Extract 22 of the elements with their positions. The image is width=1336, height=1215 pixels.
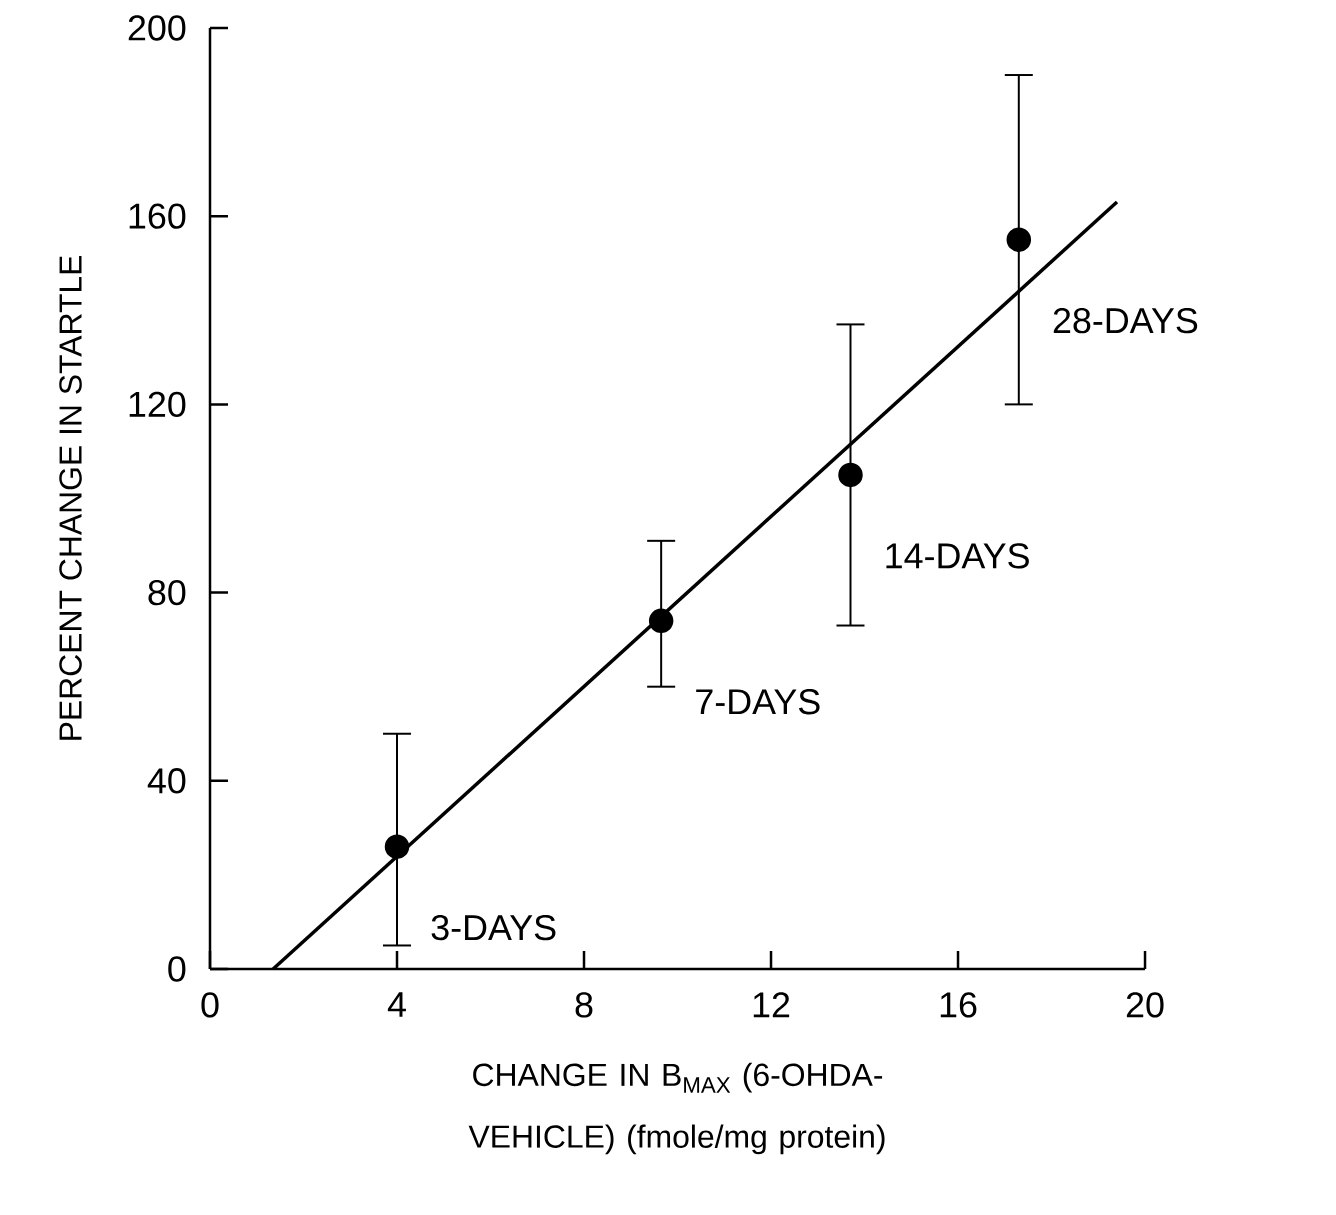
y-tick-label: 80 [148,579,186,606]
x-tick-label: 16 [940,992,977,1018]
point [648,608,674,634]
y-tick-label: 40 [147,768,186,794]
x-tick-label: 12 [753,992,790,1018]
y-tick-label: 160 [129,203,186,229]
point [838,462,863,488]
annotation: 14-DAYS [886,543,1029,569]
y-tick-label: 120 [129,391,186,418]
point [1006,227,1032,252]
point [384,834,410,859]
x-tick-label: 20 [1126,992,1164,1018]
annotation: 28-DAYS [1053,307,1198,334]
x-tick-label: 0 [201,992,219,1018]
x-tick-label: 8 [575,992,593,1018]
x-tick-label: 4 [387,992,406,1017]
y-tick-label: 0 [168,956,186,982]
y-axis-title: PERCENT CHANGE IN STARTLE [59,255,82,740]
y-tick-label: 200 [128,15,186,41]
annotation: 7-DAYS [696,689,820,715]
annotation: 3-DAYS [431,914,556,941]
x-axis-title: CHANGE IN B$_{MAX}$ (6-OHDA-VEHICLE) (fmole/mg protein) [468,1062,885,1155]
